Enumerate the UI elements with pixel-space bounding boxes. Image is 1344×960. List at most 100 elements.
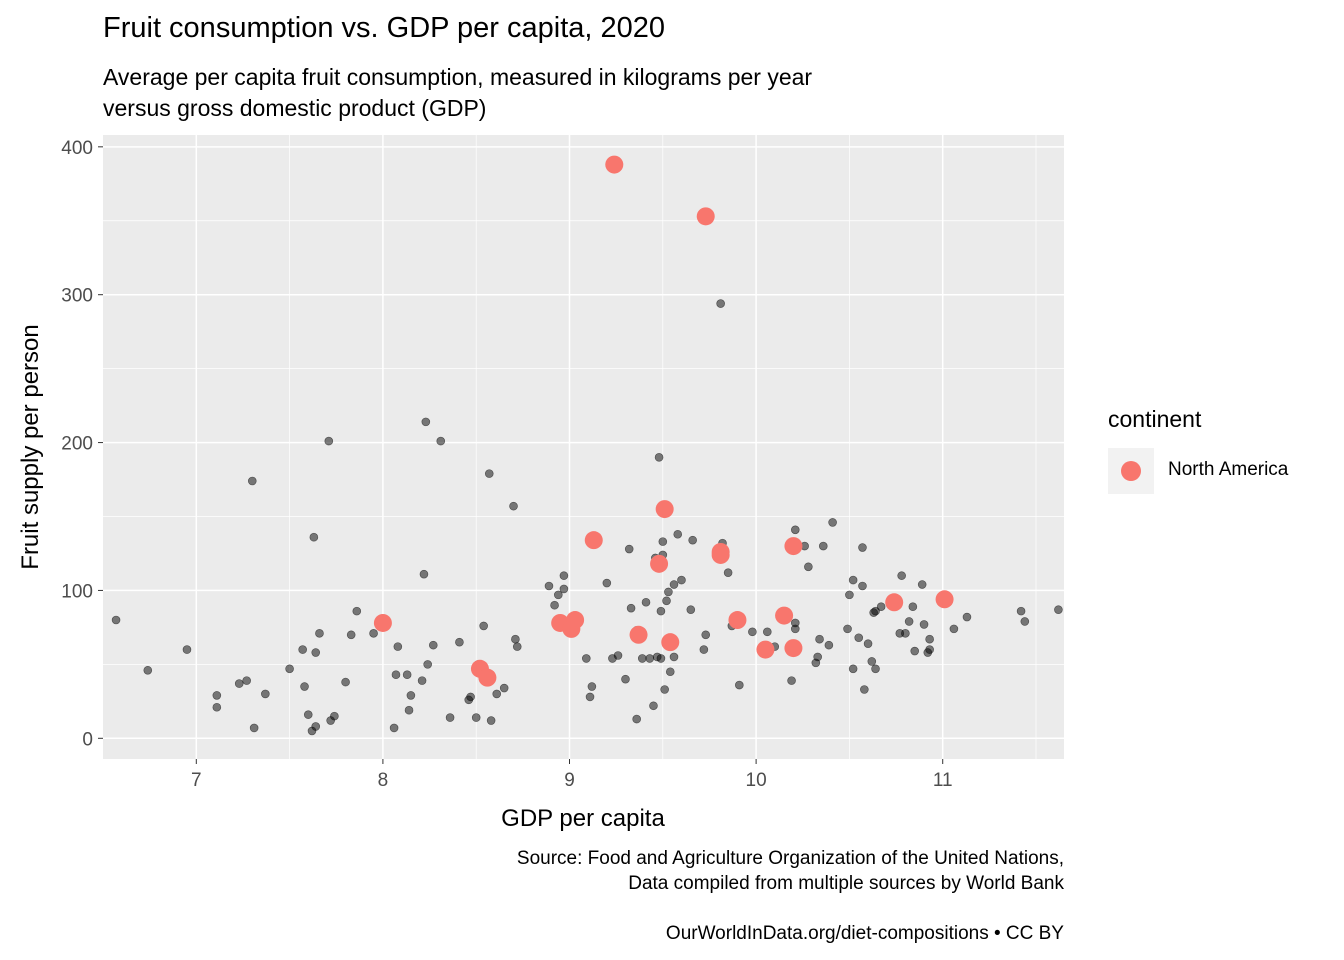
data-point (550, 600, 559, 610)
data-point (673, 529, 683, 539)
data-point (428, 640, 438, 650)
data-point (423, 660, 432, 669)
x-axis: 7 8 9 10 11 (191, 759, 953, 791)
data-point (854, 633, 864, 643)
chart-subtitle: Average per capita fruit consumption, me… (103, 62, 812, 124)
data-point (908, 602, 918, 611)
data-point (858, 581, 867, 591)
data-point (813, 652, 822, 662)
data-point (249, 723, 259, 733)
data-point (925, 645, 934, 654)
data-point (512, 642, 522, 651)
legend-dot-north-america (1121, 461, 1141, 481)
data-point (393, 642, 403, 651)
data-point (182, 645, 192, 654)
grid-minor (103, 135, 1064, 759)
data-point (492, 689, 502, 699)
data-point-north-america (728, 611, 747, 630)
data-point-north-america (605, 155, 624, 174)
data-point-north-america (885, 593, 904, 612)
data-point (897, 571, 906, 580)
data-point (471, 713, 481, 722)
data-point (324, 436, 334, 446)
data-point-north-america (650, 554, 669, 573)
data-point (1020, 617, 1030, 626)
data-point (509, 501, 518, 511)
data-point (824, 640, 834, 650)
data-point (656, 606, 666, 616)
y-tick-label: 0 (82, 729, 93, 750)
data-point (637, 654, 647, 663)
data-point (876, 602, 886, 611)
data-point (904, 617, 914, 626)
data-point (479, 621, 488, 631)
data-point (369, 629, 378, 638)
data-point (815, 634, 824, 644)
data-point (848, 575, 858, 585)
data-point (649, 701, 658, 711)
data-point (212, 702, 222, 712)
data-point (544, 581, 554, 591)
data-point (406, 691, 416, 700)
x-tick-label: 8 (378, 770, 389, 791)
source-caption: Source: Food and Agriculture Organizatio… (517, 846, 1064, 896)
data-point (389, 723, 399, 733)
credit-caption: OurWorldInData.org/diet-compositions • C… (665, 923, 1064, 944)
data-point (466, 692, 475, 702)
data-point (669, 580, 679, 589)
data-point (858, 543, 867, 552)
data-point-north-america (584, 531, 603, 550)
y-axis-label: Fruit supply per person (17, 324, 44, 569)
data-point (311, 722, 321, 731)
data-point (1016, 606, 1026, 616)
data-point (735, 680, 744, 690)
grid-major (103, 135, 1064, 759)
data-point (790, 618, 800, 628)
data-point (300, 682, 309, 691)
data-point (330, 711, 339, 721)
y-axis: 0 100 200 300 400 (61, 138, 103, 750)
data-point (402, 670, 412, 680)
legend-title: continent (1108, 406, 1202, 432)
x-tick-label: 11 (933, 770, 953, 791)
data-point (242, 676, 251, 685)
data-point (848, 664, 858, 674)
x-axis-label: GDP per capita (501, 805, 665, 832)
data-point (917, 580, 927, 589)
data-point (346, 630, 356, 640)
data-point-north-america (935, 590, 954, 609)
data-point-north-america (775, 606, 794, 625)
data-point (962, 612, 972, 622)
data-point (871, 606, 880, 616)
data-point (787, 676, 796, 685)
points-north-america (373, 155, 954, 687)
data-point (662, 596, 671, 606)
data-point (421, 417, 431, 427)
data-point (641, 597, 651, 607)
subtitle-line-2: versus gross domestic product (GDP) (103, 95, 487, 121)
data-point (677, 575, 686, 585)
data-point (901, 629, 910, 638)
data-point (261, 689, 270, 699)
data-point (699, 645, 709, 654)
data-point (626, 603, 636, 613)
data-point (925, 634, 934, 644)
source-line-1: Source: Food and Agriculture Organizatio… (516, 848, 1064, 869)
data-point (656, 654, 666, 663)
data-point (212, 691, 222, 700)
data-point (860, 685, 869, 694)
data-point-north-america (566, 611, 585, 630)
data-point-north-america (373, 613, 392, 632)
data-point-north-america (756, 640, 775, 659)
chart-title: Fruit consumption vs. GDP per capita, 20… (103, 12, 666, 44)
data-point (417, 676, 427, 685)
data-point (818, 541, 828, 551)
data-point (654, 453, 664, 462)
data-point (845, 590, 854, 600)
data-point (554, 590, 563, 600)
source-line-2: Data compiled from multiple sources by W… (628, 873, 1064, 894)
data-point (658, 537, 668, 546)
data-point (559, 584, 569, 594)
data-point (716, 299, 725, 308)
